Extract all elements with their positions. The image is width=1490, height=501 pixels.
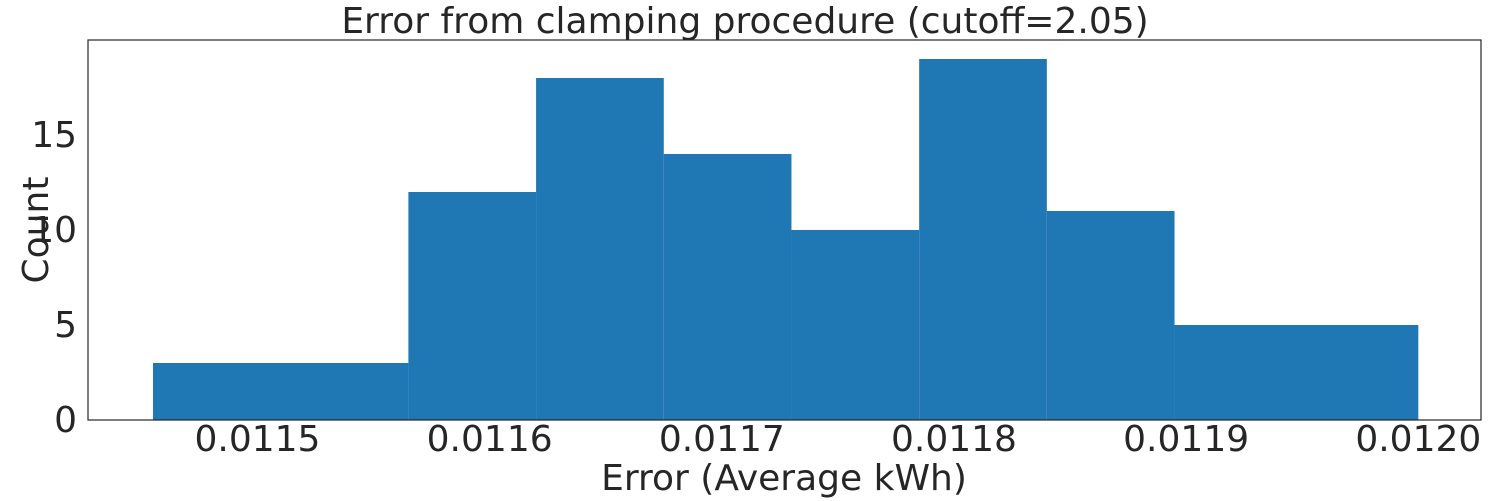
y-axis-label: Count	[16, 177, 57, 284]
y-tick-label: 10	[31, 210, 77, 251]
histogram-bar	[791, 230, 920, 420]
y-tick-label: 5	[54, 305, 77, 346]
chart-title: Error from clamping procedure (cutoff=2.…	[341, 1, 1148, 42]
x-tick-label: 0.0120	[1355, 419, 1481, 460]
histogram-bar	[919, 59, 1047, 420]
x-tick-label: 0.0119	[1123, 419, 1249, 460]
x-tick-label: 0.0116	[427, 419, 553, 460]
x-tick-label: 0.0117	[659, 419, 785, 460]
y-tick-label: 15	[31, 115, 77, 156]
histogram-bar	[663, 154, 792, 420]
histogram-bar	[536, 78, 664, 420]
x-axis-label: Error (Average kWh)	[601, 458, 967, 499]
histogram-bar	[1174, 325, 1419, 420]
y-tick-label: 0	[54, 400, 77, 441]
histogram-bars	[153, 59, 1419, 420]
x-tick-labels: 0.0115 0.0116 0.0117 0.0118 0.0119 0.0120	[194, 419, 1481, 460]
x-tick-label: 0.0118	[891, 419, 1017, 460]
y-tick-labels: 0 5 10 15	[31, 115, 77, 441]
plot-frame	[87, 39, 1482, 421]
x-tick-label: 0.0115	[194, 419, 320, 460]
histogram-bar	[153, 363, 409, 420]
histogram-bar	[408, 192, 537, 420]
histogram-bar	[1046, 211, 1175, 420]
